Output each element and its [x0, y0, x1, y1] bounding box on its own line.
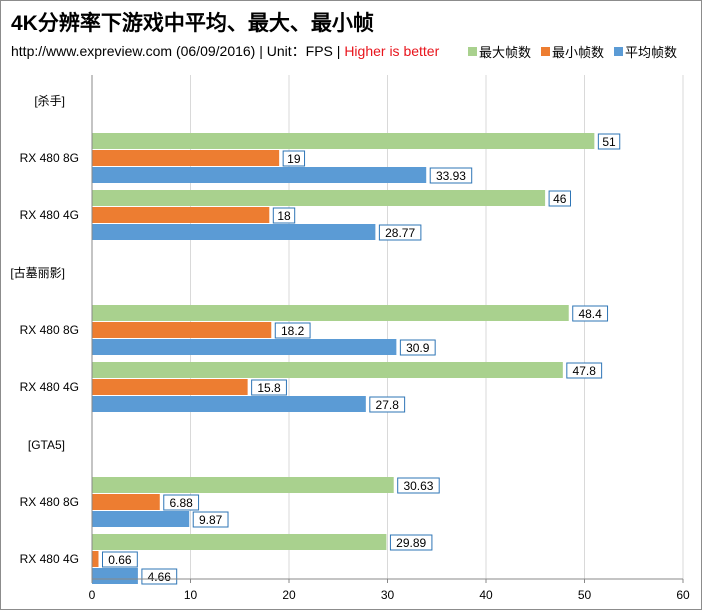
data-label-box — [389, 534, 433, 551]
bar-avg — [92, 568, 138, 584]
bar-min — [92, 379, 248, 395]
legend-item-max: 最大帧数 — [468, 42, 531, 61]
data-label-box — [192, 511, 229, 528]
x-tick-label: 10 — [184, 588, 198, 602]
bar-min — [92, 551, 99, 567]
card-label: RX 480 8G — [20, 495, 79, 509]
card-label: RX 480 8G — [20, 151, 79, 165]
data-label-box — [429, 167, 473, 184]
legend-label-max: 最大帧数 — [479, 45, 532, 60]
data-label-max: 30.63 — [403, 479, 433, 493]
legend: 最大帧数 最小帧数 平均帧数 — [468, 42, 677, 61]
data-label-box — [597, 133, 621, 150]
bar-avg — [92, 339, 397, 355]
bar-max — [92, 362, 563, 378]
data-label-max: 29.89 — [396, 536, 426, 550]
card-label: RX 480 4G — [20, 380, 79, 394]
data-label-avg: 28.77 — [385, 226, 415, 240]
chart-title: 4K分辨率下游戏中平均、最大、最小帧 — [11, 12, 374, 35]
data-label-box — [399, 339, 436, 356]
data-label-box — [141, 568, 178, 585]
legend-swatch-avg — [614, 47, 624, 56]
data-label-avg: 4.66 — [148, 570, 172, 584]
card-label: RX 480 8G — [20, 323, 79, 337]
bar-min — [92, 322, 272, 338]
bar-min — [92, 494, 160, 510]
legend-label-min: 最小帧数 — [552, 45, 605, 60]
bar-max — [92, 305, 569, 321]
data-label-min: 0.66 — [108, 553, 132, 567]
data-label-avg: 9.87 — [199, 513, 223, 527]
data-label-box — [282, 150, 306, 167]
data-label-max: 48.4 — [578, 307, 602, 321]
bar-max — [92, 133, 595, 149]
data-label-min: 19 — [287, 152, 301, 166]
x-tick-label: 40 — [479, 588, 493, 602]
bar-avg — [92, 511, 190, 527]
legend-item-avg: 平均帧数 — [614, 42, 677, 61]
data-label-box — [566, 362, 603, 379]
legend-swatch-max — [468, 47, 477, 56]
x-tick-label: 30 — [381, 588, 395, 602]
bar-avg — [92, 224, 376, 240]
data-label-box — [548, 190, 571, 207]
data-label-box — [163, 494, 200, 511]
card-label: RX 480 4G — [20, 552, 79, 566]
data-label-min: 6.88 — [169, 496, 193, 510]
game-label: [古墓丽影] — [10, 265, 65, 280]
unit-text: | Unit：FPS | — [255, 43, 345, 59]
data-label-box — [572, 305, 609, 322]
bar-max — [92, 190, 546, 206]
data-label-min: 18.2 — [281, 324, 305, 338]
x-tick-label: 60 — [676, 588, 690, 602]
bar-min — [92, 207, 270, 223]
data-label-avg: 27.8 — [376, 398, 400, 412]
data-label-box — [274, 322, 311, 339]
card-label: RX 480 4G — [20, 208, 79, 222]
data-label-min: 15.8 — [257, 381, 281, 395]
data-label-box — [378, 224, 422, 241]
data-label-min: 18 — [277, 209, 291, 223]
data-label-avg: 30.9 — [406, 341, 430, 355]
source-text: http://www.expreview.com (06/09/2016) — [11, 43, 256, 59]
x-tick-label: 0 — [89, 588, 96, 602]
x-tick-label: 50 — [578, 588, 592, 602]
x-tick-label: 20 — [282, 588, 296, 602]
bar-max — [92, 534, 387, 550]
data-label-box — [102, 551, 138, 568]
higher-is-better-note: Higher is better — [344, 43, 440, 59]
data-label-box — [272, 207, 296, 224]
legend-swatch-min — [541, 47, 551, 56]
legend-item-min: 最小帧数 — [541, 42, 604, 61]
chart-subtitle: http://www.expreview.com (06/09/2016) | … — [11, 41, 439, 61]
data-label-max: 47.8 — [573, 364, 597, 378]
bar-avg — [92, 167, 427, 183]
data-label-box — [369, 396, 406, 413]
data-label-max: 51 — [602, 135, 616, 149]
data-label-avg: 33.93 — [436, 169, 466, 183]
legend-label-avg: 平均帧数 — [625, 45, 678, 60]
data-label-box — [397, 477, 440, 494]
data-label-max: 46 — [553, 192, 567, 206]
game-label: [杀手] — [34, 93, 65, 108]
bar-min — [92, 150, 280, 166]
bar-avg — [92, 396, 366, 412]
bar-max — [92, 477, 394, 493]
data-label-box — [251, 379, 287, 396]
game-label: [GTA5] — [28, 438, 65, 452]
